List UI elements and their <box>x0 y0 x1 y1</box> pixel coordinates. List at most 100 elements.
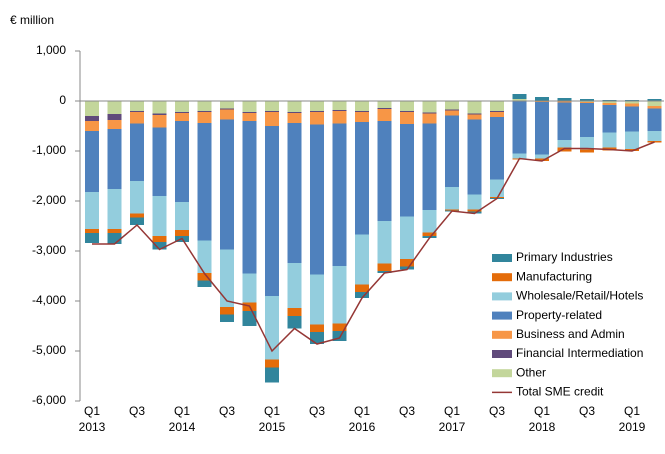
bar-segment <box>580 102 594 103</box>
bar-segment <box>355 284 369 292</box>
bar-segment <box>377 221 392 264</box>
bar-segment <box>107 229 122 233</box>
bar-segment <box>445 101 459 110</box>
bar-segment <box>130 112 144 124</box>
bar-segment <box>332 110 347 111</box>
legend-label: Business and Admin <box>516 327 625 341</box>
bar-segment <box>310 324 324 332</box>
bar-segment <box>535 158 549 161</box>
bar-segment <box>400 124 414 217</box>
bar-segment <box>400 112 414 124</box>
bar-segment <box>175 202 189 230</box>
bar-segment <box>220 101 234 109</box>
bar-segment <box>242 113 257 121</box>
legend-label: Financial Intermediation <box>516 346 643 360</box>
bar-segment <box>130 123 144 181</box>
bar-segment <box>467 101 482 114</box>
bar-segment <box>377 271 392 273</box>
bar-segment <box>265 367 279 383</box>
bar-segment <box>85 233 99 243</box>
bar-segment <box>332 266 347 324</box>
bar-segment <box>152 242 167 250</box>
bar-segment <box>625 106 639 132</box>
bar-segment <box>647 106 662 109</box>
bar-segment <box>85 121 99 131</box>
bar-segment <box>197 123 212 241</box>
y-tick-label: 1,000 <box>36 43 66 57</box>
bar-segment <box>287 263 302 308</box>
bar-segment <box>152 236 167 242</box>
bar-segment <box>107 189 122 229</box>
bar-segment <box>377 121 392 221</box>
bar-segment <box>265 111 279 112</box>
x-tick-label: Q3 <box>219 404 235 418</box>
bar-segment <box>625 101 639 104</box>
bar-segment <box>445 110 459 116</box>
legend-swatch <box>492 254 512 262</box>
legend-swatch <box>492 350 512 358</box>
bar-segment <box>355 111 369 112</box>
bar-segment <box>535 97 549 101</box>
y-axis-label: € million <box>10 13 54 27</box>
bar-segment <box>557 147 572 152</box>
bar-segment <box>467 113 482 115</box>
bar-segment <box>355 292 369 298</box>
bar-segment <box>220 109 234 120</box>
bar-segment <box>625 103 639 107</box>
bar-segment <box>152 115 167 128</box>
bar-segment <box>467 209 482 212</box>
bar-segment <box>422 112 437 114</box>
bar-segment <box>602 103 617 105</box>
bar-segment <box>130 111 144 112</box>
bar-segment <box>310 274 324 325</box>
bar-segment <box>467 211 482 214</box>
bar-segment <box>467 114 482 120</box>
bar-segment <box>490 117 504 180</box>
bar-segment <box>445 115 459 187</box>
bar-segment <box>625 131 639 149</box>
bar-segment <box>220 108 234 110</box>
bar-segment <box>647 108 662 131</box>
bar-segment <box>242 121 257 274</box>
y-tick-label: 0 <box>59 93 66 107</box>
bar-segment <box>467 194 482 210</box>
bar-segment <box>512 101 527 154</box>
y-tick-label: -1,000 <box>32 143 66 157</box>
bar-segment <box>310 101 324 111</box>
bar-segment <box>332 101 347 110</box>
bar-segment <box>647 131 662 141</box>
bar-segment <box>265 112 279 126</box>
legend-label: Wholesale/Retail/Hotels <box>516 289 643 303</box>
bar-segment <box>152 196 167 236</box>
y-tick-label: -6,000 <box>32 393 66 407</box>
bar-segment <box>355 112 369 122</box>
bar-segment <box>175 121 189 202</box>
bar-segment <box>400 101 414 111</box>
bar-segment <box>107 129 122 189</box>
y-tick-label: -2,000 <box>32 193 66 207</box>
bar-segment <box>580 149 594 153</box>
bar-segment <box>152 113 167 115</box>
bar-segment <box>332 123 347 266</box>
bar-segment <box>287 112 302 113</box>
legend-swatch <box>492 311 512 320</box>
bar-segment <box>265 359 279 368</box>
x-tick-label: Q1 <box>174 404 190 418</box>
bar-segment <box>490 111 504 112</box>
total-line <box>92 141 655 353</box>
x-year-label: 2017 <box>439 420 466 434</box>
bar-segment <box>310 111 324 112</box>
x-tick-label: Q1 <box>354 404 370 418</box>
bar-segment <box>152 101 167 114</box>
x-tick-label: Q1 <box>264 404 280 418</box>
bar-segment <box>355 234 369 285</box>
legend-swatch <box>492 369 512 378</box>
bar-segment <box>422 101 437 113</box>
bar-segment <box>467 119 482 195</box>
bar-segment <box>287 316 302 329</box>
bar-segment <box>175 112 189 113</box>
bar-segment <box>107 114 122 120</box>
bar-segment <box>287 308 302 316</box>
bar-segment <box>647 101 662 106</box>
bar-segment <box>287 101 302 112</box>
